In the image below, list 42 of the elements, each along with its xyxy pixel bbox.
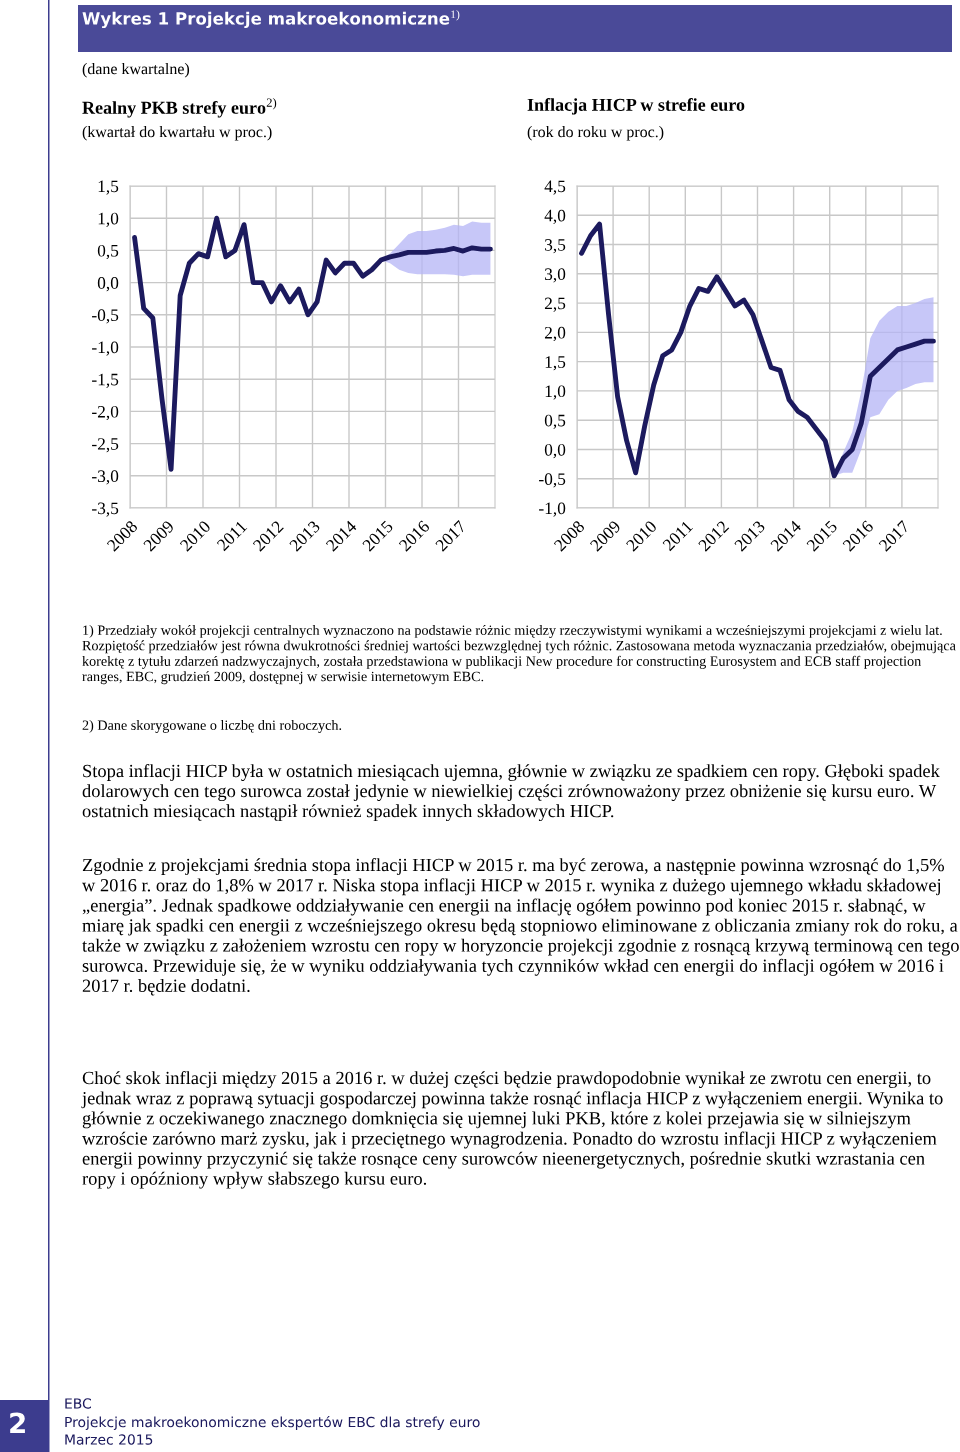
x-tick-label: 2011 (662, 520, 694, 552)
chart-title: Realny PKB strefy euro$^{2)}$ (82, 98, 277, 118)
chart-subtitle: (rok do roku w proc.) (527, 126, 664, 141)
x-tick-label: 2011 (216, 520, 248, 552)
line-series (579, 221, 936, 479)
y-tick-label: 0,5 (97, 244, 119, 260)
y-tick-label: 4,0 (544, 209, 566, 224)
chart-title: Inflacja HICP w strefie euro (527, 98, 745, 115)
y-tick-label: -0,5 (92, 309, 119, 324)
y-tick-label: -2,5 (92, 438, 119, 453)
y-tick-label: 4,5 (544, 180, 566, 195)
text: 1) Przedziały wokół projekcji centralnych wyznaczono na podstawie różnic między rzeczywistymi wynikami a wcześniejszymi projekcjami z wielu lat. Rozpiętość przedziałów jest równa dwukrotności średniej wartości bezwzględnej tych różnic. Zastosowana metoda wyznaczania przedziałów, obejmująca korektę z tytułu zdarzeń nadzwyczajnych, została przedstawiona w publikacji New procedure for constructing Eurosystem and ECB staff projection ranges, EBC, grudzień 2009, dostępnej w serwisie internetowym EBC. (82, 625, 956, 685)
text: Choć skok inflacji między 2015 a 2016 r. w dużej części będzie prawdopodobnie wynikał ze zwrotu cen energii, to jednak wraz z poprawą sytuacji gospodarczej powinna także rosnąć inflacja HICP z wyłączeniem energii. Wynika to głównie z oczekiwanego znacznego domknięcia się ujemnej luki PKB, które z kolei przejawia się w silniejszym wzroście zarówno marż zysku, jak i przeciętnego wynagrodzenia. Ponadto do wzrostu inflacji HICP z wyłączeniem energii powinny przyczynić się także rosnące ceny surowców nieenergetycznych, pośrednie skutki wzrastania cen ropy i opóźniony wpływ słabszego kursu euro. (81, 1071, 943, 1189)
y-tick-label: -3,5 (92, 502, 119, 517)
y-tick-label: -0,5 (539, 473, 566, 488)
text: Zgodnie z projekcjami średnia stopa inflacji HICP w 2015 r. ma być zerowa, a następnie powinna wzrosnąć do 1,5% w 2016 r. oraz do 1,8% w 2017 r. Niska stopa inflacji HICP w 2015 r. wynika z dużego ujemnego wkładu składowej „energia”. Jednak spadkowe oddziaływanie cen energii na inflację ogółem powinno pod koniec 2015 r. słabnąć, w miarę jak spadki cen energii z wcześniejszego okresu będą stopniowo eliminowane z obliczania zmiany rok do roku, a także w związku z założeniem wzrostu cen ropy w horyzoncie projekcji zgodnie z rosnącą krzywą terminową cen tego surowca. Przewiduje się, że w wyniku oddziaływania tych czynników wkład cen energii do inflacji ogółem w 2016 i 2017 r. będzie dodatni. (82, 858, 959, 996)
y-tick-label: 0,0 (97, 277, 119, 292)
y-tick-label: 2,0 (544, 326, 566, 342)
y-tick-label: 1,0 (98, 212, 119, 227)
y-tick-label: 2,5 (544, 297, 566, 312)
chart-subtitle: (kwartał do kwartału w proc.) (82, 126, 272, 141)
y-tick-label: 0,0 (544, 443, 566, 459)
y-tick-label: -3,0 (92, 470, 119, 485)
y-tick-label: -1,5 (92, 373, 119, 388)
text: Wykres 1 Projekcje makroekonomiczne$^{1)}$ (82, 10, 460, 29)
y-tick-label: 3,0 (545, 268, 566, 283)
y-tick-label: -2,0 (92, 405, 119, 421)
y-tick-label: 3,5 (545, 239, 566, 254)
y-tick-label: -1,0 (539, 502, 566, 517)
text: 2) Dane skorygowane o liczbę dni roboczych. (82, 720, 342, 733)
y-tick-label: -1,0 (92, 341, 119, 356)
text: Marzec 2015 (65, 1434, 153, 1445)
text: Stopa inflacji HICP była w ostatnich miesiącach ujemna, głównie w związku ze spadkiem cen ropy. Głęboki spadek dolarowych cen tego surowca został jedynie w niewielkiej części zrównoważony przez obniżenie się kursu euro. W ostatnich miesiącach nastąpił również spadek innych składowych HICP. (82, 764, 940, 822)
text: Projekcje makroekonomiczne ekspertów EBC dla strefy euro (65, 1416, 480, 1430)
text: (dane kwartalne) (82, 63, 190, 78)
y-tick-label: 1,5 (545, 356, 566, 371)
text: 2 (10, 1412, 25, 1434)
text: EBC (65, 1398, 92, 1409)
y-tick-label: 1,5 (98, 180, 119, 195)
y-tick-label: 0,5 (544, 414, 566, 429)
y-tick-label: 1,0 (545, 385, 566, 400)
line-series (132, 215, 493, 472)
